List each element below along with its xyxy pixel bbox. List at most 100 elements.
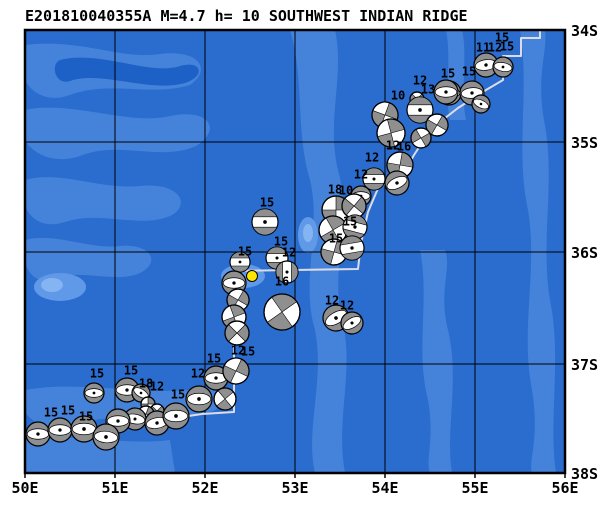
- beachball-normal: [92, 423, 120, 451]
- depth-label: 12: [282, 246, 296, 260]
- beachball-center-dot: [104, 435, 108, 439]
- beachball-cap: [407, 96, 433, 106]
- beachball-thrust: [251, 208, 279, 236]
- beachball-cap: [345, 214, 368, 226]
- beachball-cap: [252, 208, 278, 218]
- y-axis-label: 35S: [571, 134, 598, 152]
- beachball-normal: [25, 421, 51, 447]
- depth-label: 18: [328, 183, 342, 197]
- beachball-center-dot: [197, 397, 201, 401]
- map-border: [23, 28, 567, 475]
- depth-label: 13: [421, 83, 435, 97]
- beachball-center-dot: [238, 260, 242, 264]
- beachball-center-dot: [418, 108, 422, 112]
- beachball-nodal-line: [431, 115, 443, 135]
- beachball-normal: [384, 170, 410, 196]
- depth-label: 15: [329, 232, 343, 246]
- depth-label: 10: [391, 89, 405, 103]
- beachball-normal: [492, 56, 514, 78]
- beachball-cap: [363, 167, 385, 175]
- beachball-center-dot: [116, 419, 120, 423]
- beachball-quadrant: [225, 324, 237, 342]
- beachball-nodal-line: [271, 297, 293, 327]
- beachball-quadrant: [217, 388, 234, 399]
- beachball-normal: [340, 311, 364, 335]
- plot-title: E201810040355A M=4.7 h= 10 SOUTHWEST IND…: [25, 7, 468, 25]
- beachball-normal: [473, 52, 499, 78]
- depth-label: 15: [61, 404, 75, 418]
- beachball-cap: [252, 226, 278, 236]
- beachball-center-dot: [501, 65, 505, 69]
- beachball-quadrant: [238, 290, 249, 306]
- beachball-nodal-line: [346, 196, 362, 216]
- beachball-strikeslip: [376, 118, 406, 148]
- beachball-normal: [47, 417, 73, 443]
- beachball-center-dot: [232, 281, 236, 285]
- depth-label: 12: [325, 294, 339, 308]
- beachball-cap: [339, 235, 363, 246]
- bathymetry-patch: [303, 224, 313, 242]
- depth-label: 12: [386, 139, 400, 153]
- depth-label: 10: [339, 184, 353, 198]
- beachball-outline: [222, 357, 250, 385]
- beachball-center-dot: [470, 91, 474, 95]
- depth-label: 15: [124, 364, 138, 378]
- beachball-center-dot: [125, 388, 129, 392]
- axis-labels-layer: 50E 51E 52E 53E 54E 55E 56E 34S 35S 36S 37S 38S: [11, 22, 598, 497]
- beachball-nodal-line: [412, 132, 430, 144]
- beachball-strikeslip: [224, 320, 250, 346]
- beachball-center-dot: [334, 316, 338, 320]
- beachball-center-dot: [484, 63, 488, 67]
- beachball-nodal-line: [325, 217, 341, 243]
- beachball-nodal-line: [330, 239, 338, 265]
- beachball-quadrant: [400, 152, 413, 168]
- beachball-cap: [275, 261, 283, 283]
- beachball-quadrant: [354, 196, 366, 214]
- beachball-cap: [363, 183, 385, 191]
- x-axis-label: 50E: [11, 479, 38, 497]
- beachball-quadrant: [426, 119, 437, 135]
- beachball-cap: [341, 250, 365, 261]
- beachball-center-dot: [214, 376, 218, 380]
- event-marker: [246, 270, 258, 282]
- beachball-cap: [266, 246, 288, 254]
- beachball-quadrant: [437, 115, 448, 131]
- beachball-center-dot: [133, 417, 137, 421]
- beachball-thrust: [275, 260, 299, 284]
- beachball-strikeslip: [341, 193, 367, 219]
- beachball-quadrant: [236, 359, 249, 377]
- beachball-center-dot: [92, 391, 96, 395]
- depth-label: 12: [488, 41, 502, 55]
- depth-label: 15: [241, 345, 255, 359]
- beachball-outline: [263, 293, 301, 331]
- depth-label: 15: [462, 65, 476, 79]
- depth-label: 16: [397, 140, 411, 154]
- depth-label: 15: [343, 215, 357, 229]
- beachball-normal: [83, 382, 105, 404]
- beachball-cap: [291, 261, 299, 283]
- beachball-quadrant: [223, 365, 236, 383]
- depth-label: 12: [354, 168, 368, 182]
- beachball-strikeslip: [410, 127, 432, 149]
- beachball-normal: [471, 94, 491, 114]
- y-axis-label: 36S: [571, 244, 598, 262]
- depth-label: 12: [413, 74, 427, 88]
- bathymetry-patch: [25, 177, 181, 225]
- bathymetry-patch: [25, 237, 152, 281]
- beachball-quadrant: [267, 312, 293, 330]
- depth-label: 12: [365, 151, 379, 165]
- depth-label: 12: [231, 344, 245, 358]
- depth-label: 15: [238, 245, 252, 259]
- beachball-center-dot: [139, 391, 143, 395]
- beachball-normal: [203, 365, 229, 391]
- beachball-nodal-line: [230, 359, 242, 383]
- beachball-quadrant: [148, 397, 155, 404]
- beachball-strikeslip: [425, 113, 449, 137]
- beachball-strikeslip: [213, 387, 237, 411]
- y-axis-label: 37S: [571, 356, 598, 374]
- beachball-center-dot: [444, 90, 448, 94]
- x-axis-label: 52E: [191, 479, 218, 497]
- beachball-center-dot: [263, 220, 267, 224]
- beachball-cap: [230, 265, 250, 273]
